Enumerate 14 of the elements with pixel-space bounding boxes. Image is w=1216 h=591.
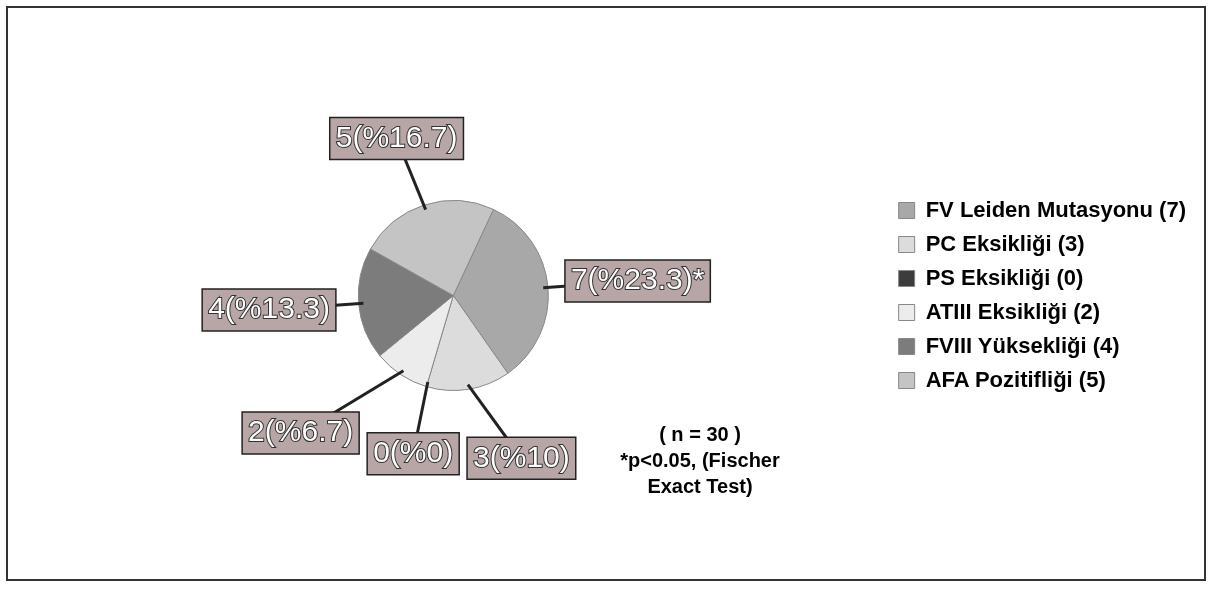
legend-label: ATIII Eksikliği (2)	[925, 298, 1101, 324]
text: 0(%0)	[373, 435, 454, 469]
data-label: 4(%13.3)	[208, 291, 330, 325]
legend-label: FV Leiden Mutasyonu (7)	[925, 196, 1187, 222]
legend-label: PC Eksikliği (3)	[925, 230, 1085, 256]
legend-label: PS Eksikliği (0)	[925, 264, 1084, 290]
text: ( n = 30 )	[659, 422, 741, 445]
legend-label: FVIII Yüksekliği (4)	[925, 332, 1120, 358]
data-label: 7(%23.3)*	[570, 262, 705, 296]
data-label: 3(%10)	[473, 439, 570, 473]
legend-label: AFA Pozitifliği (5)	[925, 366, 1106, 392]
data-label: 5(%16.7)	[335, 119, 458, 153]
text: *p<0.05, (Fischer Exact Test)	[620, 448, 780, 497]
data-label: 2(%6.7)	[248, 414, 354, 448]
